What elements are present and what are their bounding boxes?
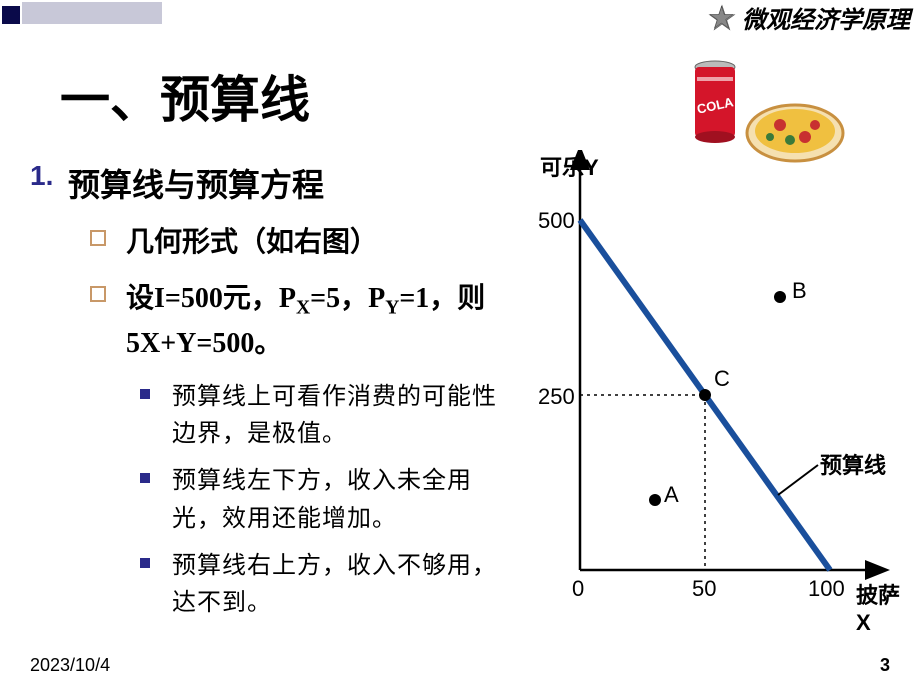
numbered-heading: 1. 预算线与预算方程 — [30, 160, 520, 206]
point-label-b: B — [792, 278, 807, 304]
filled-square-icon — [140, 389, 150, 399]
hollow-square-icon — [90, 230, 106, 246]
content-body: 1. 预算线与预算方程 几何形式（如右图） 设I=500元，PX=5，PY=1，… — [30, 160, 520, 632]
slide-title: 一、预算线 — [60, 60, 310, 132]
sub-item-text: 几何形式（如右图） — [126, 222, 378, 264]
hollow-square-icon — [90, 286, 106, 302]
point-label-c: C — [714, 366, 730, 392]
list-number: 1. — [30, 160, 68, 206]
y-tick-500: 500 — [538, 208, 575, 234]
bullet-text: 预算线右上方，收入不够用，达不到。 — [172, 548, 520, 622]
line-label: 预算线 — [820, 448, 886, 480]
y-axis-label: 可乐Y — [540, 150, 599, 182]
filled-square-icon — [140, 558, 150, 568]
bullet-item: 预算线左下方，收入未全用光，效用还能增加。 — [140, 463, 520, 537]
header-right: 微观经济学原理 — [708, 0, 910, 35]
filled-square-icon — [140, 473, 150, 483]
point-label-a: A — [664, 482, 679, 508]
budget-line-chart: 可乐Y 披萨X 500 250 0 50 100 A B C 预算线 — [530, 150, 910, 610]
x-tick-0: 0 — [572, 576, 584, 602]
sub-item-text: 设I=500元，PX=5，PY=1，则 5X+Y=500。 — [126, 278, 520, 365]
x-tick-50: 50 — [692, 576, 716, 602]
x-axis-label: 披萨X — [856, 578, 910, 636]
course-name: 微观经济学原理 — [742, 0, 910, 35]
bullet-text: 预算线上可看作消费的可能性边界，是极值。 — [172, 379, 520, 453]
footer-page: 3 — [880, 655, 890, 676]
x-tick-100: 100 — [808, 576, 845, 602]
bullet-item: 预算线右上方，收入不够用，达不到。 — [140, 548, 520, 622]
y-tick-250: 250 — [538, 384, 575, 410]
star-icon — [708, 4, 736, 32]
sub-item: 设I=500元，PX=5，PY=1，则 5X+Y=500。 — [90, 278, 520, 365]
list-heading: 预算线与预算方程 — [68, 160, 324, 206]
corner-decoration — [0, 0, 180, 30]
bullet-text: 预算线左下方，收入未全用光，效用还能增加。 — [172, 463, 520, 537]
sub-item: 几何形式（如右图） — [90, 222, 520, 264]
bullet-item: 预算线上可看作消费的可能性边界，是极值。 — [140, 379, 520, 453]
food-illustration: COLA — [670, 55, 850, 165]
footer-date: 2023/10/4 — [30, 655, 110, 676]
